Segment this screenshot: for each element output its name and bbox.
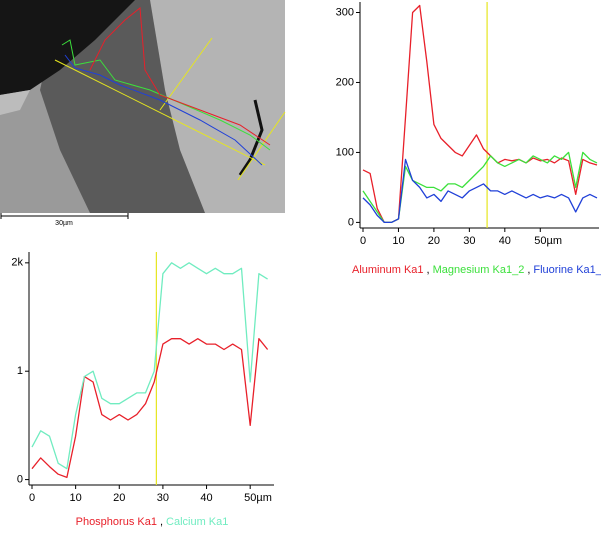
legend-separator: , — [527, 264, 530, 276]
legend-entry: Phosphorus Ka1 — [76, 516, 157, 528]
x-tick-label: 0 — [360, 235, 366, 247]
series-line — [31, 338, 269, 479]
y-tick-label: 1 — [17, 365, 23, 377]
y-tick-label: 0 — [348, 216, 354, 228]
profile-overlay — [61, 39, 271, 151]
x-tick-label: 50µm — [244, 492, 272, 504]
bright-spot — [0, 90, 30, 115]
sem-image: 30µm — [0, 0, 286, 227]
x-tick-label: 20 — [113, 492, 125, 504]
x-tick-label: 10 — [392, 235, 404, 247]
x-tick-label: 40 — [200, 492, 212, 504]
x-tick-label: 50µm — [534, 235, 562, 247]
profile-overlay — [89, 7, 271, 146]
series-line — [362, 158, 598, 224]
y-tick-label: 2k — [11, 257, 23, 269]
textured-band — [40, 0, 205, 213]
y-tick-label: 300 — [336, 6, 354, 18]
legend-entry: Fluorine Ka1_2 — [533, 264, 601, 276]
x-tick-label: 10 — [70, 492, 82, 504]
y-tick-label: 100 — [336, 146, 354, 158]
x-tick-label: 20 — [428, 235, 440, 247]
y-tick-label: 200 — [336, 76, 354, 88]
legend-separator: , — [427, 264, 430, 276]
series-line — [362, 4, 598, 224]
scan-line — [54, 59, 266, 166]
legend-entry: Magnesium Ka1_2 — [433, 264, 525, 276]
series-line — [362, 151, 598, 224]
x-tick-label: 40 — [499, 235, 511, 247]
crack — [238, 99, 264, 176]
scale-label: 30µm — [55, 220, 73, 227]
legend-entry: Calcium Ka1 — [166, 516, 228, 528]
dark-region — [0, 0, 135, 95]
y-tick-label: 0 — [17, 473, 23, 485]
legend-separator: , — [160, 516, 163, 528]
x-tick-label: 30 — [463, 235, 475, 247]
series-line — [31, 262, 268, 470]
profile-overlay — [64, 54, 263, 166]
x-tick-label: 30 — [157, 492, 169, 504]
scan-edge — [237, 111, 286, 181]
legend-entry: Aluminum Ka1 — [352, 264, 424, 276]
x-tick-label: 0 — [29, 492, 35, 504]
